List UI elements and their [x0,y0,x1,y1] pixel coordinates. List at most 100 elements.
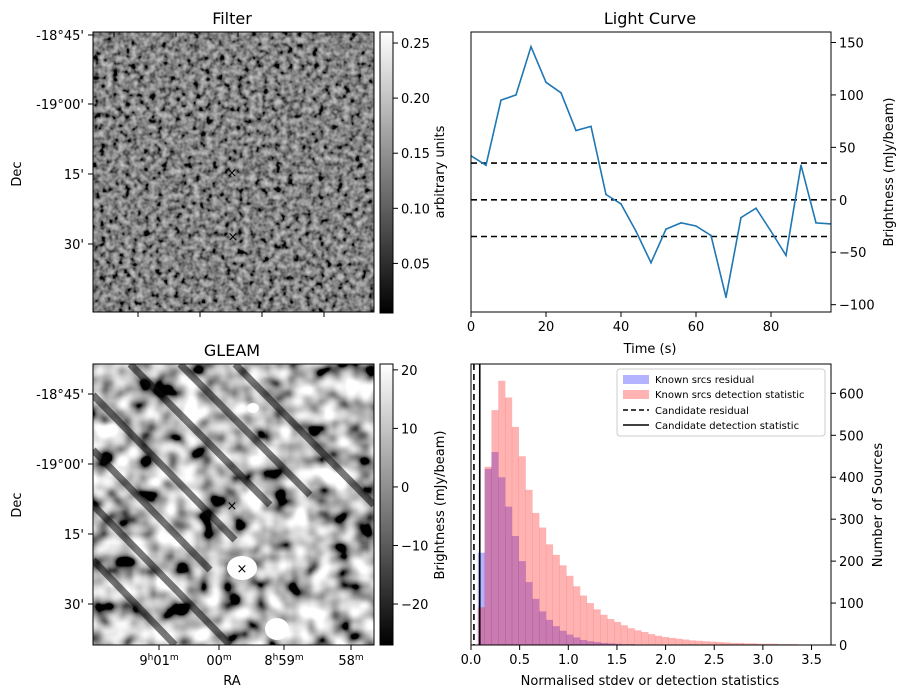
histogram-axes-frame [470,363,832,646]
histogram-bar-known-residual [477,552,485,645]
filter-colorbar-fill [379,31,394,314]
histogram-bar-known-detection [763,643,771,645]
lightcurve-point [695,225,697,227]
filter-panel: Filter × × -18°45' -19°00' 15' 30' Dec [10,9,375,317]
histogram-bar-known-detection [661,637,669,645]
histogram-bar-known-residual [498,477,506,645]
lightcurve-point [740,216,742,219]
lightcurve-point [800,164,802,166]
histogram-panel: 0.0 0.5 1.0 1.5 2.0 2.5 3.0 3.5 0 100 200 300 400 500… [461,363,886,689]
histogram-bar-known-detection [641,631,649,645]
gleam-colorbar: 20 10 0 −10 −20 Brightness (mJy/beam) [379,363,448,646]
histogram-bar-known-residual [559,630,567,645]
lightcurve-point [650,261,652,264]
lightcurve-point [770,230,772,233]
lightcurve-point [530,45,532,48]
histogram-bar-known-detection [709,641,717,645]
lightcurve-x-tick-label: 80 [763,320,780,335]
legend-swatch-known-residual [623,375,649,384]
histogram-bar-known-detection [525,489,533,645]
filter-title: Filter [212,9,252,28]
histogram-bar-known-residual [484,468,492,645]
histogram-bar-known-detection [484,466,492,645]
histogram-bar-known-residual [505,506,513,645]
filter-dec-tick-label: 30' [64,238,84,253]
histogram-bar-known-detection [511,426,519,645]
lightcurve-x-tick-label: 40 [613,320,630,335]
histogram-legend: Known srcs residual Known srcs detection… [616,368,826,437]
histogram-bar-known-residual [525,582,533,645]
lightcurve-y-tick-label: 50 [839,141,856,156]
histogram-bar-known-residual [573,637,581,645]
legend-frame [616,368,826,437]
histogram-bar-known-detection [702,641,710,645]
histogram-bar-known-detection [716,642,724,645]
lightcurve-x-tick-label: 0 [467,320,475,335]
histogram-bar-known-detection [770,643,778,645]
lightcurve-point [665,228,667,230]
histogram-x-tick-label: 3.0 [753,653,774,668]
histogram-bar-known-residual [607,643,615,645]
histogram-bar-known-residual [511,535,519,645]
histogram-x-tick-label: 0.0 [461,653,482,668]
gleam-ra-tick-label: 00m [206,653,231,669]
histogram-x-tick-label: 0.5 [509,653,530,668]
filter-dec-axis: -18°45' -19°00' 15' 30' Dec [10,29,93,253]
histogram-bar-known-detection [586,603,594,645]
lightcurve-y-tick-label: 150 [839,36,864,51]
histogram-bar-known-residual [532,598,540,645]
gleam-colorbar-tick-label: −10 [401,539,428,554]
gleam-ra-axis: 9h01m 00m 8h59m 58m RA [139,645,364,689]
lightcurve-point [710,234,712,237]
histogram-bar-known-residual [579,639,588,645]
gleam-panel: GLEAM × × -18°45' [10,341,375,689]
lightcurve-point [605,193,607,196]
lightcurve-point [575,129,577,132]
histogram-y-tick-label: 600 [839,387,864,402]
lightcurve-y-tick-label: 0 [839,194,847,209]
lightcurve-axes-frame [470,31,832,313]
filter-dec-tick-label: -19°00' [36,98,84,113]
histogram-y-axis-label: Number of Sources [871,443,886,568]
lightcurve-point [635,230,637,233]
gleam-bright-sources [227,403,289,640]
filter-colorbar: 0.25 0.20 0.15 0.10 0.05 arbitrary units [379,31,448,314]
lightcurve-title: Light Curve [604,9,696,28]
lightcurve-x-tick-label: 20 [538,320,555,335]
lightcurve-point [785,254,787,257]
histogram-bar-known-residual [614,643,622,645]
histogram-bar-known-detection [566,575,574,645]
filter-colorbar-tick-label: 0.20 [401,92,430,107]
filter-image-frame [92,31,375,313]
lightcurve-x-axis-label: Time (s) [623,342,677,357]
gleam-dec-tick-label: -18°45' [36,388,84,403]
histogram-x-tick-label: 1.5 [607,653,628,668]
histogram-bar-known-detection [498,380,506,645]
gleam-ra-tick-label: 8h59m [264,653,303,669]
histogram-bar-known-detection [688,640,697,645]
gleam-dec-tick-label: -19°00' [36,458,84,473]
histogram-bar-known-residual [593,642,601,645]
histogram-bar-known-detection [545,544,554,645]
gleam-ra-tick-label: 9h01m [139,653,178,669]
lightcurve-x-tick-label: 60 [688,320,705,335]
gleam-dec-axis: -18°45' -19°00' 15' 30' Dec [10,388,93,613]
histogram-x-tick-label: 2.0 [655,653,676,668]
gleam-ra-tick-label: 58m [338,653,363,669]
legend-swatch-known-detection [623,390,649,399]
histogram-x-tick-label: 1.0 [558,653,579,668]
filter-colorbar-tick-label: 0.10 [401,202,430,217]
histogram-y-tick-label: 300 [839,513,864,528]
histogram-bar-known-detection [675,638,683,645]
filter-colorbar-label: arbitrary units [433,125,448,218]
gleam-colorbar-tick-label: −20 [401,598,428,613]
filter-dec-tick-label: 15' [64,168,84,183]
histogram-bar-known-detection [620,625,628,645]
filter-dec-tick-label: -18°45' [36,29,84,44]
histogram-x-tick-label: 3.5 [801,653,822,668]
filter-dec-axis-label: Dec [10,161,25,186]
gleam-bright-source [227,556,257,580]
histogram-y-tick-label: 500 [839,429,864,444]
legend-label-known-detection: Known srcs detection statistic [655,390,804,401]
histogram-y-tick-label: 0 [839,639,847,654]
